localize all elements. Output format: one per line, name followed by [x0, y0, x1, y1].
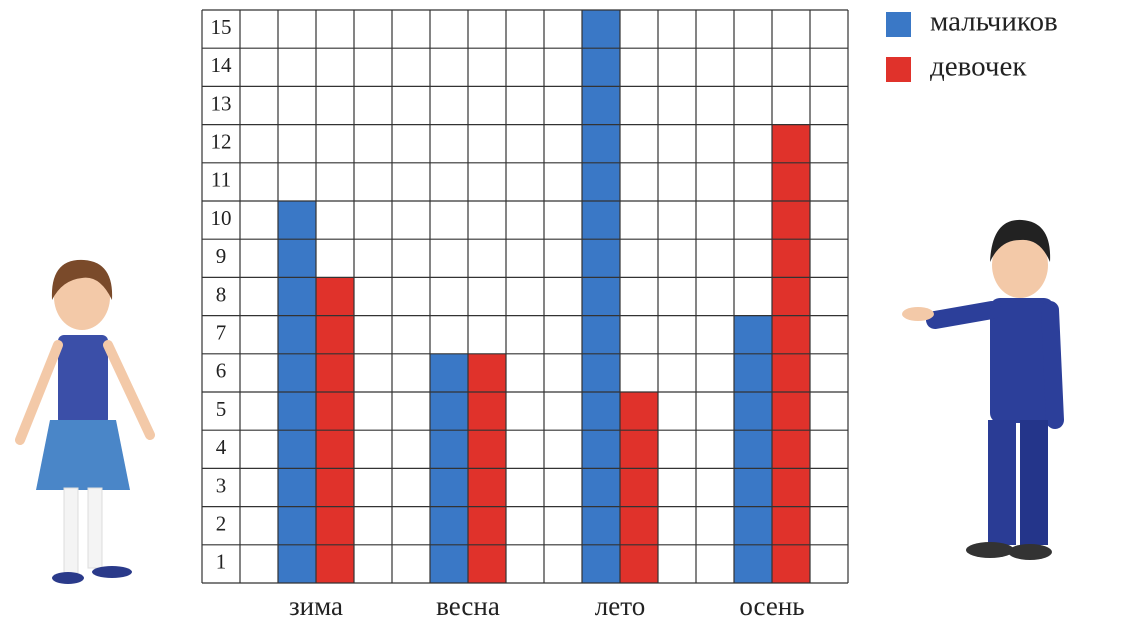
y-tick-label: 8 — [216, 282, 227, 306]
y-tick-label: 9 — [216, 244, 227, 268]
y-tick-label: 12 — [211, 130, 232, 154]
y-tick-label: 4 — [216, 435, 227, 459]
y-tick-label: 13 — [211, 91, 232, 115]
boy-illustration — [902, 219, 1064, 560]
y-tick-label: 2 — [216, 512, 227, 536]
y-tick-label: 11 — [211, 168, 231, 192]
x-tick-label: весна — [436, 591, 500, 621]
legend-swatch — [886, 57, 911, 82]
y-tick-label: 5 — [216, 397, 227, 421]
y-tick-label: 7 — [216, 321, 227, 345]
legend-label: девочек — [930, 51, 1027, 83]
x-tick-label: осень — [739, 591, 804, 621]
y-tick-label: 3 — [216, 473, 227, 497]
y-tick-label: 10 — [211, 206, 232, 230]
bar — [734, 315, 772, 583]
legend-label: мальчиков — [930, 6, 1058, 38]
girl-illustration — [15, 259, 155, 584]
x-tick-label: лето — [595, 591, 645, 621]
legend-swatch — [886, 12, 911, 37]
x-tick-label: зима — [289, 591, 343, 621]
bar — [620, 392, 658, 583]
y-tick-label: 14 — [211, 53, 233, 77]
y-tick-label: 15 — [211, 15, 232, 39]
y-tick-label: 6 — [216, 359, 227, 383]
y-tick-label: 1 — [216, 550, 227, 574]
bar — [582, 10, 620, 583]
